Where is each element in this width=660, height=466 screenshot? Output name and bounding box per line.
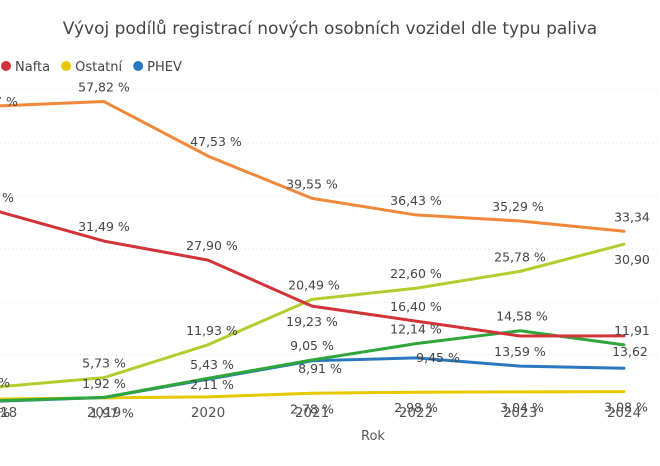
legend-marker-nafta	[1, 61, 11, 71]
series-lines	[0, 100, 626, 403]
data-label-phev-2021: 8,91 %	[298, 361, 342, 376]
data-label-nafta-2022: 16,40 %	[390, 299, 442, 314]
data-label-hybrid-2020: 11,93 %	[186, 323, 238, 338]
x-axis: 2018 2019 2020 2021 2022 2023 2024	[0, 405, 641, 421]
series-line-hev	[0, 329, 626, 403]
data-label-hybrid-2024: 30,90	[614, 252, 650, 267]
data-label-nafta-2018: %	[2, 190, 14, 205]
x-tick-2018: 2018	[0, 405, 17, 421]
x-tick-2024: 2024	[607, 405, 641, 421]
series-line-benzin	[0, 100, 626, 233]
data-label-benzin-2018: 7 %	[0, 94, 18, 109]
x-tick-2020: 2020	[191, 405, 225, 421]
data-label-benzin-2020: 47,53 %	[190, 134, 242, 149]
data-label-phev-2020: 5,43 %	[190, 357, 234, 372]
x-tick-2023: 2023	[503, 405, 537, 421]
data-label-benzin-2021: 39,55 %	[286, 176, 338, 191]
data-label-benzin-2022: 36,43 %	[390, 193, 442, 208]
legend-marker-phev	[133, 61, 144, 71]
data-label-ostatni-2024: 3,08 %	[604, 400, 648, 415]
data-label-benzin-2023: 35,29 %	[492, 199, 544, 214]
data-label-nafta-2020: 27,90 %	[186, 238, 238, 253]
data-label-hev-2024: 11,91	[614, 323, 650, 338]
legend-marker-ostatni	[61, 61, 72, 71]
series-line-nafta	[0, 210, 626, 338]
data-label-hev-2021: 9,05 %	[290, 338, 334, 353]
data-label-hev-2023: 14,58 %	[496, 309, 548, 324]
data-label-hybrid-2018: %	[0, 375, 10, 390]
data-label-hev-2022: 12,14 %	[390, 322, 442, 337]
data-label-benzin-2024: 33,34	[614, 209, 650, 224]
data-label-hybrid-2021: 20,49 %	[288, 277, 340, 292]
legend-label-nafta: Nafta	[15, 60, 50, 75]
chart-title: Vývoj podílů registrací nových osobních …	[63, 19, 597, 39]
data-label-phev-2019: 1,97 %	[90, 406, 134, 421]
data-label-ostatni-2018: %	[0, 405, 10, 420]
data-label-hybrid-2022: 22,60 %	[390, 266, 442, 281]
data-label-hybrid-2019: 5,73 %	[82, 356, 126, 371]
x-tick-2022: 2022	[399, 405, 433, 421]
data-label-benzin-2019: 57,82 %	[78, 80, 130, 95]
legend-label-phev: PHEV	[147, 60, 182, 75]
legend: Nafta Ostatní PHEV	[1, 60, 182, 75]
x-tick-2019: 2019	[87, 405, 121, 421]
data-label-phev-2022: 9,45 %	[416, 350, 460, 365]
series-line-hybrid	[0, 242, 626, 389]
data-label-hybrid-2023: 25,78 %	[494, 249, 546, 264]
data-label-ostatni-2021: 2,78 %	[290, 401, 334, 416]
data-label-nafta-2021: 19,23 %	[286, 314, 338, 329]
data-label-ostatni-2022: 2,98 %	[394, 400, 438, 415]
data-labels: 7 % 57,82 % 47,53 % 39,55 % 36,43 % 35,29 % 33…	[0, 80, 650, 421]
data-label-nafta-2023: 13,59 %	[494, 344, 546, 359]
data-label-ostatni-2019: 1,92 %	[82, 376, 126, 391]
data-label-ostatni-2023: 3,04 %	[500, 400, 544, 415]
x-axis-title: Rok	[361, 429, 385, 444]
data-label-nafta-2024: 13,62	[612, 344, 648, 359]
data-label-ostatni-2020: 2,11 %	[190, 377, 234, 392]
data-label-nafta-2019: 31,49 %	[78, 219, 130, 234]
x-tick-2021: 2021	[295, 405, 329, 421]
legend-label-ostatni: Ostatní	[75, 60, 122, 75]
